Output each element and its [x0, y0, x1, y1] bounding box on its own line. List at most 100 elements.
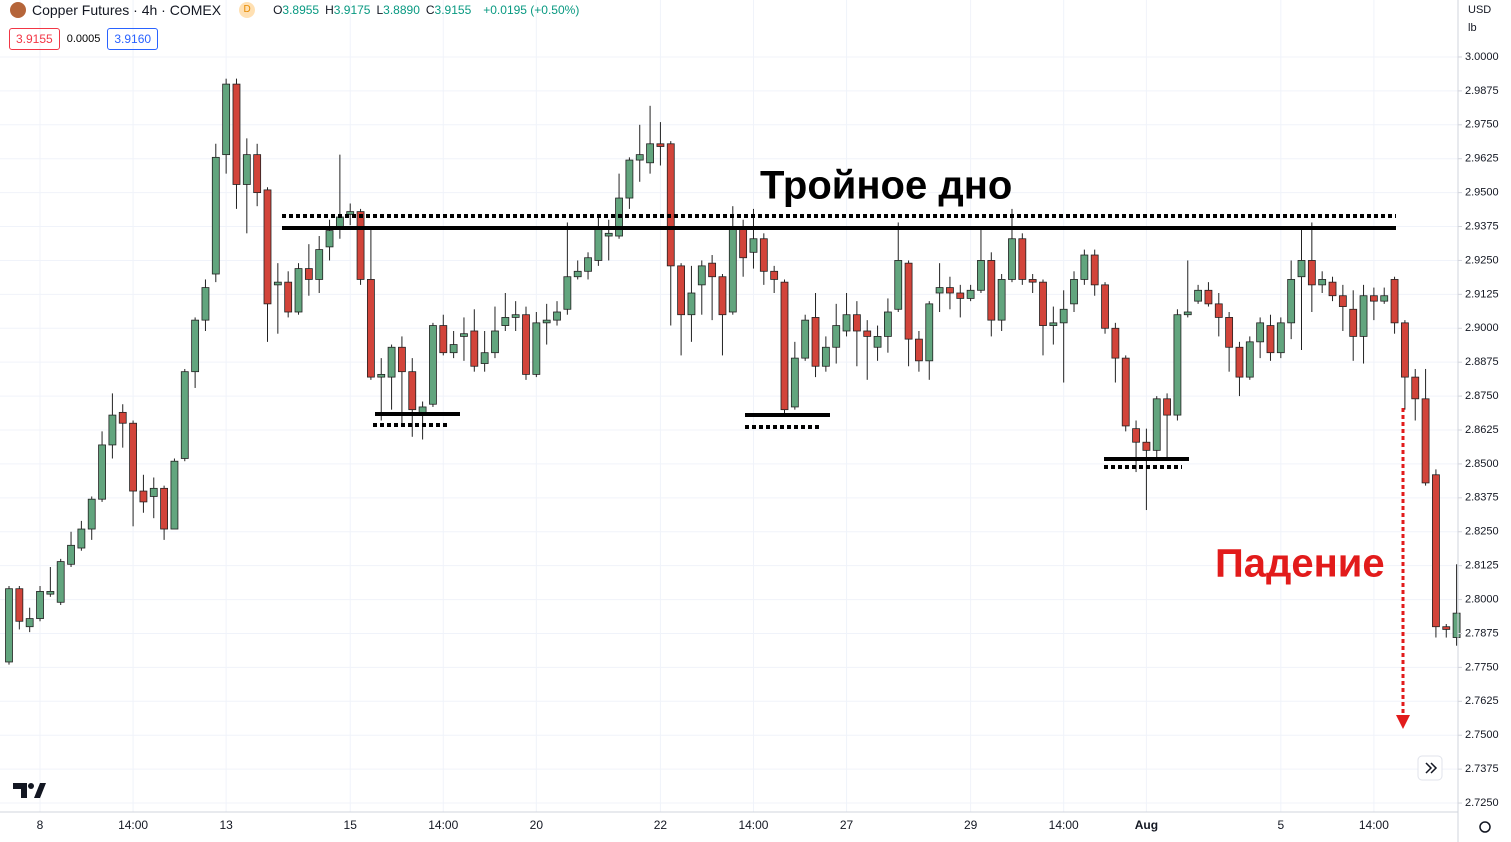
drawings	[282, 214, 1410, 729]
candle-body	[977, 260, 985, 291]
candle-body	[1090, 254, 1099, 286]
candle-body	[946, 287, 954, 294]
candle-body	[418, 406, 427, 413]
candle-body	[170, 460, 179, 530]
settings-icon[interactable]	[1479, 821, 1491, 833]
candle-body	[780, 281, 789, 411]
y-tick-label: 2.8750	[1465, 390, 1499, 402]
ask[interactable]: 3.9160	[107, 28, 159, 50]
y-tick-label: 2.8000	[1465, 593, 1499, 605]
candle-body	[1359, 295, 1368, 337]
candle-body	[656, 143, 665, 147]
candle-body	[387, 346, 396, 378]
candle-body	[584, 257, 592, 272]
tv-logo-dot	[28, 783, 34, 789]
candle-body	[1204, 289, 1213, 305]
candle-body	[149, 487, 158, 497]
candle-body	[894, 260, 903, 310]
y-tick-label: 2.7750	[1465, 661, 1499, 673]
candle-body	[46, 591, 55, 595]
y-tick-label: 2.9750	[1465, 119, 1499, 131]
candle-body	[1338, 295, 1347, 307]
y-tick-label: 2.7250	[1465, 797, 1499, 809]
candle-body	[1194, 289, 1202, 302]
y-tick-label: 2.9875	[1465, 85, 1499, 97]
candle-body	[759, 238, 768, 272]
x-tick-label: 20	[530, 818, 544, 832]
x-tick-label: 27	[840, 818, 854, 832]
candle-body	[790, 357, 799, 408]
candle-body	[139, 490, 148, 503]
candle-body	[1452, 612, 1461, 638]
x-tick-label: 13	[219, 818, 233, 832]
candle-body	[852, 314, 861, 332]
candle-body	[1070, 279, 1078, 305]
pattern-label: Тройное дно	[760, 164, 1012, 208]
candle-body	[211, 156, 220, 275]
candle-body	[1121, 357, 1130, 427]
x-tick-label: 14:00	[428, 818, 458, 832]
candle-body	[563, 276, 572, 310]
candle-body	[1442, 626, 1451, 630]
candle-body	[687, 292, 696, 316]
drop-arrow-head	[1396, 715, 1410, 729]
legend: Copper Futures · 4h · COMEX D O3.8955 H3.…	[10, 2, 579, 18]
candle-body	[67, 544, 75, 565]
ohlc-value: 3.8890	[383, 3, 420, 17]
candle-body	[677, 265, 685, 316]
candle-body	[1163, 398, 1171, 416]
bid[interactable]: 3.9155	[9, 28, 60, 50]
y-tick-label: 2.9500	[1465, 187, 1499, 199]
candle-body	[884, 311, 892, 337]
candle-body	[511, 314, 520, 318]
ohlc-label: L	[376, 3, 384, 17]
candle-body	[491, 330, 499, 354]
currency: USD	[1468, 4, 1492, 16]
candle-body	[997, 279, 1006, 321]
candle-body	[398, 346, 406, 373]
candle-body	[1173, 314, 1182, 416]
ohlc-value: 3.9155	[434, 3, 472, 17]
candle-body	[594, 227, 603, 261]
candle-body	[273, 281, 282, 286]
candle-body	[697, 265, 706, 286]
candle-body	[1266, 325, 1275, 354]
candle-body	[1080, 254, 1089, 280]
candle-body	[821, 346, 830, 367]
candle-body	[315, 249, 324, 280]
candle-body	[956, 292, 965, 299]
candle-body	[1183, 311, 1192, 316]
candle-body	[1349, 308, 1358, 337]
candle-body	[1245, 341, 1254, 378]
scroll-icon	[1425, 762, 1438, 774]
candle-body	[553, 311, 561, 321]
y-tick-label: 2.7625	[1465, 695, 1499, 707]
candle-body	[1328, 281, 1337, 297]
candle-body	[863, 330, 872, 337]
candle-body	[160, 487, 169, 530]
currency-menu[interactable]: USD lb	[1468, 1, 1491, 37]
candle-body	[56, 561, 65, 603]
candle-body	[5, 588, 13, 663]
candle-body	[263, 189, 272, 305]
candle-body	[180, 371, 189, 459]
quote-boxes: 3.9155 0.0005 3.9160	[9, 28, 159, 50]
candle-body	[625, 159, 634, 199]
tv-logo	[13, 783, 46, 798]
y-tick-label: 2.8250	[1465, 526, 1499, 538]
ohlc: O3.8955 H3.9175 L3.8890 C3.9155	[273, 3, 477, 17]
candle-body	[366, 279, 375, 378]
candle-body	[966, 289, 975, 299]
candle-body	[201, 287, 210, 321]
y-tick-label: 2.9000	[1465, 322, 1499, 334]
y-tick-label: 2.8375	[1465, 492, 1499, 504]
candle-body	[460, 333, 468, 337]
candle-body	[739, 227, 748, 259]
candle-body	[1008, 238, 1016, 280]
candle-body	[635, 154, 644, 161]
candle-body	[377, 373, 386, 378]
candle-body	[1142, 441, 1151, 451]
candle-body	[232, 83, 241, 185]
